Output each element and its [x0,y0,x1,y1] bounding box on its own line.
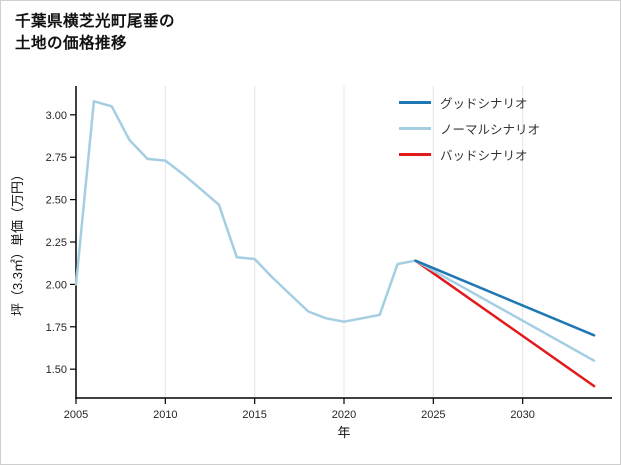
legend-label-good: グッドシナリオ [440,96,528,111]
series-line-history [74,100,417,323]
y-tick-label: 2.50 [46,195,67,207]
y-tick-label: 1.50 [46,364,67,376]
normal-scenario-line-swatch [399,126,431,130]
series-line-good [414,259,596,337]
x-axis-label: 年 [337,425,350,440]
legend-item-good-scenario: グッドシナリオ [399,94,540,111]
y-tick-label: 2.75 [46,152,67,164]
y-tick-label: 3.00 [46,110,67,122]
x-tick-label: 2015 [242,409,266,421]
y-axis-label: 坪（3.3㎡）単価（万円） [10,168,25,316]
series-line-normal [414,259,596,362]
chart-title: 千葉県横芝光町尾垂の 土地の価格推移 [15,11,175,56]
x-tick-label: 2005 [64,409,88,421]
x-tick-label: 2030 [510,409,534,421]
legend-label-bad: バッドシナリオ [440,148,528,163]
chart-legend: グッドシナリオ ノーマルシナリオ バッドシナリオ [399,94,541,163]
y-tick-label: 2.25 [46,237,67,249]
legend-label-normal: ノーマルシナリオ [440,122,541,137]
y-tick-label: 2.00 [46,279,67,291]
chart-title-line2: 土地の価格推移 [15,35,128,53]
bad-scenario-line-swatch [399,152,431,156]
good-scenario-line-swatch [399,100,431,104]
y-tick-label: 1.75 [46,322,67,334]
series-line-bad [414,259,596,388]
legend-item-normal-scenario: ノーマルシナリオ [399,120,541,137]
x-tick-label: 2020 [332,409,356,421]
legend-item-bad-scenario: バッドシナリオ [399,146,540,163]
x-tick-label: 2025 [421,409,445,421]
x-tick-label: 2010 [153,409,177,421]
chart-title-line1: 千葉県横芝光町尾垂の [15,13,176,30]
